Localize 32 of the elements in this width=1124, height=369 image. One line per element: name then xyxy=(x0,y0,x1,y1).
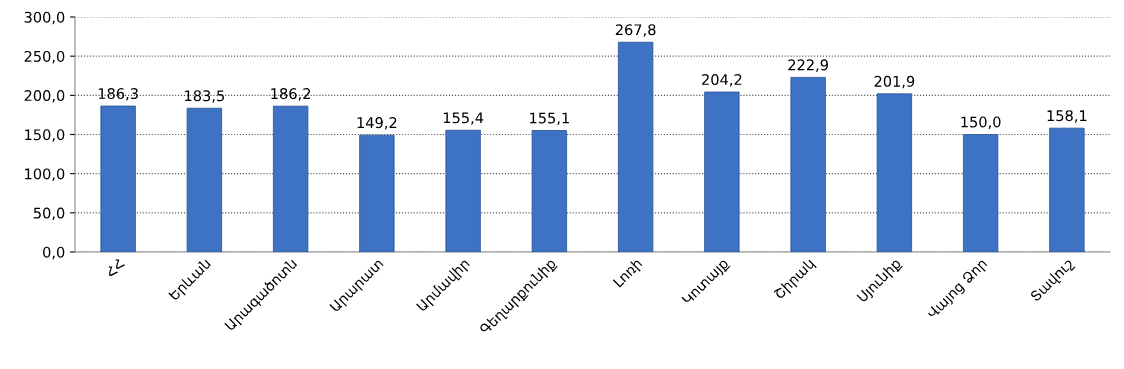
y-tick-label: 150,0 xyxy=(25,129,65,142)
bar xyxy=(790,76,826,252)
y-tick-label: 200,0 xyxy=(24,90,65,103)
bar xyxy=(704,91,740,252)
bar xyxy=(876,93,913,252)
data-label: 204,2 xyxy=(702,74,742,87)
data-label: 183,5 xyxy=(185,90,224,103)
bar xyxy=(186,107,223,252)
bar xyxy=(617,41,654,252)
y-tick-label: 50,0 xyxy=(33,207,65,221)
data-label: 186,2 xyxy=(271,88,311,101)
data-label: 201,9 xyxy=(874,75,915,89)
y-tick-label: 300,0 xyxy=(24,11,65,25)
data-label: 186,3 xyxy=(98,88,138,101)
data-label: 149,2 xyxy=(357,117,397,130)
x-tick-label: ՀՀ xyxy=(104,257,126,279)
bar xyxy=(531,130,568,252)
data-label: 150,0 xyxy=(961,116,1001,129)
bar xyxy=(962,134,999,252)
y-tick-label: 250,0 xyxy=(24,50,65,64)
data-label: 155,1 xyxy=(530,112,569,125)
data-label: 155,4 xyxy=(443,112,484,125)
bar xyxy=(1049,127,1085,252)
bar xyxy=(445,129,481,252)
data-label: 158,1 xyxy=(1047,110,1087,123)
y-tick-label: 100,0 xyxy=(25,168,65,181)
bar xyxy=(359,134,395,252)
data-label: 222,9 xyxy=(788,59,828,72)
data-label: 267,8 xyxy=(615,24,656,37)
bar xyxy=(272,105,309,252)
bar xyxy=(100,105,136,252)
y-tick-label: 0,0 xyxy=(43,246,65,260)
